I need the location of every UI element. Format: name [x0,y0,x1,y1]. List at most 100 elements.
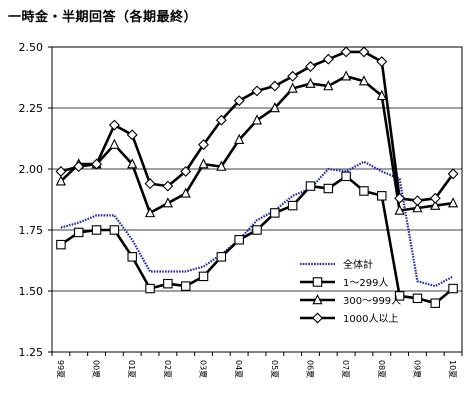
point-3-7 [180,165,192,177]
point-3-4 [126,129,138,141]
legend-marker-2 [312,294,323,305]
point-2-22 [447,197,459,208]
point-2-5 [144,206,156,218]
y-tick-label-5: 2.50 [19,41,44,54]
point-2-20 [412,202,423,213]
point-3-9 [215,114,227,126]
point-1-11 [252,225,262,235]
point-2-13 [287,82,298,93]
y-tick-label-4: 2.25 [19,102,44,115]
point-2-3 [109,138,120,149]
point-1-19 [394,291,405,301]
point-1-9 [216,252,227,262]
point-2-8 [198,158,209,169]
x-tick-label-8: 07夏 [341,360,350,378]
axis-layer: 1.25 1.50 1.75 2.00 2.25 2.50 99夏 00夏 01夏 02夏 03夏 0… [19,41,463,378]
point-2-18 [376,89,387,101]
y-tick-label-2: 1.75 [19,224,44,237]
x-tick-label-9: 08夏 [377,360,386,378]
point-3-18 [376,56,388,68]
point-3-19 [394,192,406,204]
point-2-16 [341,70,352,81]
point-2-11 [251,114,263,125]
point-1-5 [145,283,155,294]
point-1-15 [323,183,334,194]
point-1-4 [127,252,137,262]
point-3-11 [251,85,263,97]
point-1-18 [377,191,387,201]
legend: 全体計 1～299人 300～999人 1000人以上 [300,258,401,325]
point-1-12 [270,208,280,218]
point-1-2 [91,225,102,235]
point-3-8 [198,139,209,151]
point-3-6 [162,180,174,192]
point-2-10 [234,133,245,144]
point-1-1 [73,227,84,238]
plot-frame [51,46,463,353]
point-3-14 [305,61,316,72]
point-1-6 [163,278,173,289]
legend-label-1: 1～299人 [343,277,388,289]
point-1-13 [287,200,298,211]
point-1-0 [56,239,66,250]
y-tick-label-0: 1.25 [19,346,44,359]
point-1-14 [305,181,316,191]
series-line-0 [60,160,454,288]
series-line-2 [59,75,454,215]
series-line-1 [60,175,454,305]
point-3-1 [73,161,85,173]
point-2-9 [216,160,227,171]
x-tick-label-10: 09夏 [412,360,421,378]
point-3-12 [269,80,281,92]
series-3 [55,46,459,207]
point-3-0 [55,165,67,177]
x-tick-label-7: 06夏 [305,360,314,378]
point-1-8 [198,271,209,282]
x-tick-label-2: 01夏 [127,360,136,378]
point-3-10 [233,95,245,107]
point-3-17 [358,46,370,58]
x-tick-label-1: 00夏 [92,360,101,378]
legend-label-3: 1000人以上 [343,313,398,325]
point-1-17 [359,186,369,196]
point-1-22 [448,283,458,294]
x-tick-label-3: 02夏 [163,360,172,378]
point-2-0 [55,175,67,186]
x-tick-label-6: 05夏 [270,360,279,378]
x-tick-label-11: 10夏 [448,360,457,378]
point-3-21 [429,192,441,204]
point-2-14 [305,77,316,88]
point-3-16 [340,46,352,58]
legend-marker-3 [312,312,323,324]
point-2-12 [269,102,280,113]
y-tick-label-3: 2.00 [19,163,44,176]
point-2-7 [180,187,191,198]
series-layer [55,46,459,308]
point-3-13 [287,70,299,82]
point-1-20 [412,293,423,304]
y-tick-label-1: 1.50 [19,285,44,298]
point-2-21 [430,199,441,210]
point-3-2 [91,158,103,170]
point-2-19 [394,204,405,215]
legend-label-0: 全体計 [343,258,373,271]
point-2-17 [358,75,370,86]
point-3-3 [108,119,120,131]
x-tick-label-4: 03夏 [199,360,208,378]
x-tick-label-0: 99夏 [56,360,65,378]
point-1-16 [341,171,351,182]
chart-title: 一時金・半期回答（各期最終） [8,10,198,25]
point-2-15 [323,80,334,91]
point-2-6 [162,197,173,208]
point-2-4 [127,158,138,169]
point-3-15 [322,53,334,65]
legend-label-2: 300～999人 [343,295,401,307]
point-3-20 [411,195,423,207]
point-3-22 [447,168,459,180]
x-tick-label-5: 04夏 [234,360,243,378]
point-1-21 [430,298,441,308]
point-1-7 [180,281,191,291]
point-1-3 [109,225,120,235]
legend-marker-1 [312,277,323,287]
